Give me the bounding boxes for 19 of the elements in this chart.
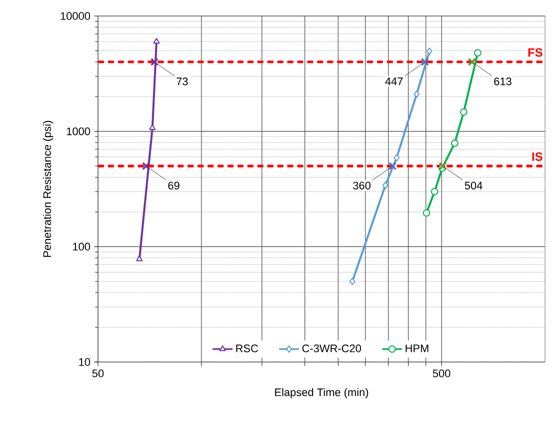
y-axis-title: Penetration Resistance (psi) xyxy=(42,120,54,257)
y-tick-label: 1000 xyxy=(66,127,90,136)
annotation: 613 xyxy=(494,78,512,86)
ref-line-label: IS xyxy=(532,152,542,161)
annotation: 504 xyxy=(464,182,482,190)
x-tick-label: 50 xyxy=(92,369,104,378)
y-tick-label: 10 xyxy=(79,358,90,366)
annotation: 73 xyxy=(176,78,188,86)
ref-line-label: FS xyxy=(528,48,542,57)
annotation: 69 xyxy=(168,182,180,190)
legend-label: RSC xyxy=(236,344,258,352)
legend-label: HPM xyxy=(406,344,428,352)
y-tick-label: 100 xyxy=(73,242,90,251)
annotation: 360 xyxy=(353,182,370,190)
annotation: 447 xyxy=(385,78,403,86)
y-tick-label: 10000 xyxy=(60,12,90,20)
x-axis-title: Elapsed Time (min) xyxy=(275,388,368,398)
legend-label: C-3WR-C20 xyxy=(302,344,362,352)
x-tick-label: 500 xyxy=(432,369,450,378)
